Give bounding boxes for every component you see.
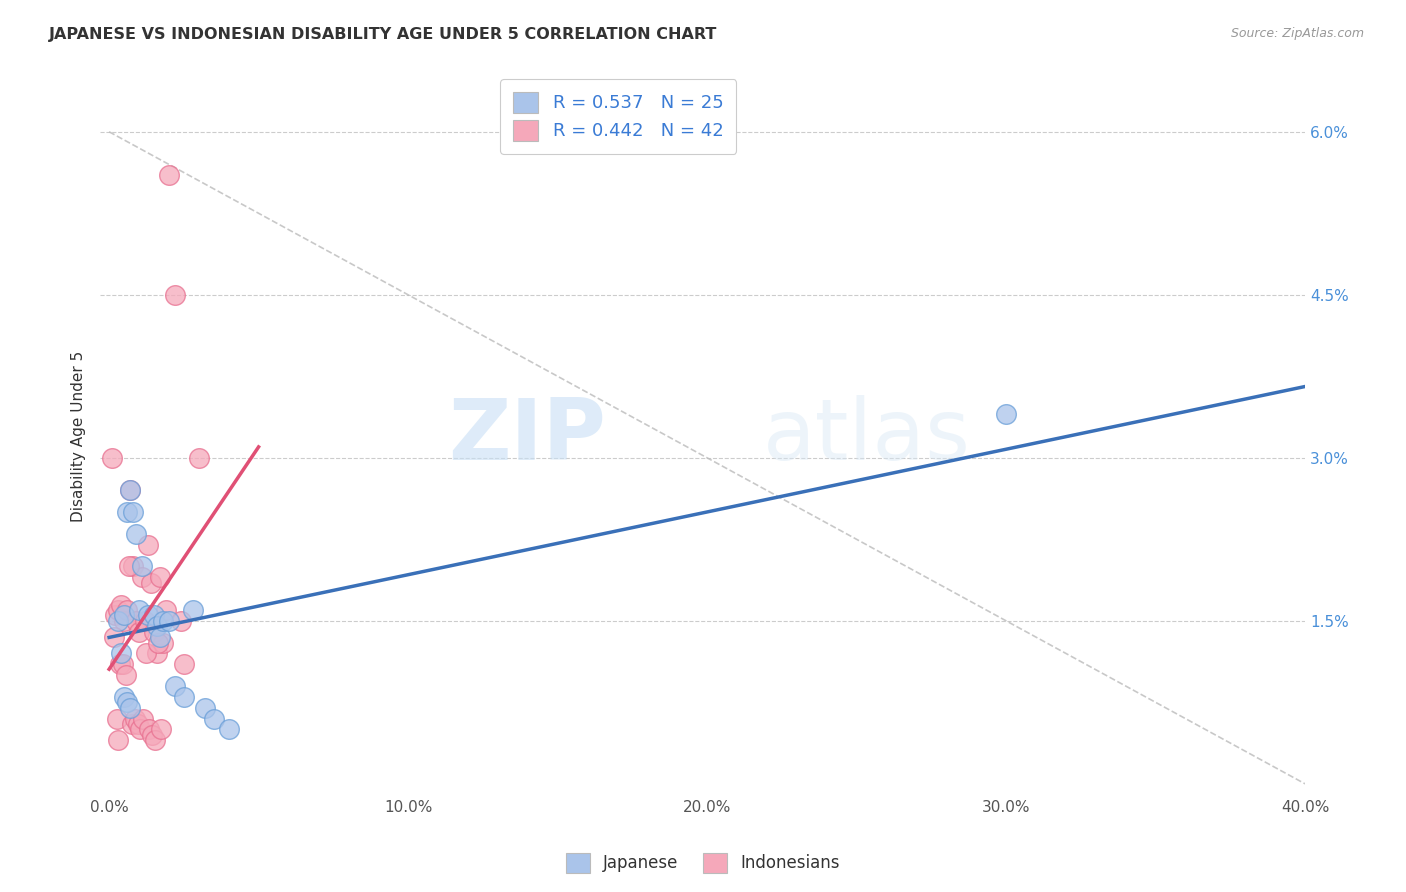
Point [218,723,240,737]
Point [995,408,1018,422]
Point [128,603,150,617]
Point [108,657,131,672]
Point [112,614,135,628]
Point [141,728,163,742]
Point [170,614,193,628]
Point [142,624,165,639]
Point [117,559,139,574]
Point [136,538,159,552]
Legend: Japanese, Indonesians: Japanese, Indonesians [560,847,846,880]
Point [129,723,152,737]
Point [152,614,174,628]
Legend: R = 0.537   N = 25, R = 0.442   N = 42: R = 0.537 N = 25, R = 0.442 N = 42 [501,79,737,153]
Point [202,712,225,726]
Point [118,483,141,498]
Point [107,603,129,617]
Point [194,700,217,714]
Point [157,168,180,182]
Point [103,630,125,644]
Point [131,559,153,574]
Point [121,717,143,731]
Point [145,733,167,747]
Point [110,647,132,661]
Point [110,598,132,612]
Point [138,723,160,737]
Point [132,712,155,726]
Point [125,527,148,541]
Point [105,712,128,726]
Point [114,668,136,682]
Point [101,450,124,465]
Point [112,690,135,704]
Point [118,700,141,714]
Point [112,608,135,623]
Point [122,505,145,519]
Point [125,614,148,628]
Point [157,614,180,628]
Point [155,603,177,617]
Point [148,635,170,649]
Point [173,690,195,704]
Point [150,723,173,737]
Point [107,733,129,747]
Point [115,603,138,617]
Text: ZIP: ZIP [449,394,606,477]
Point [181,603,204,617]
Point [107,614,129,628]
Y-axis label: Disability Age Under 5: Disability Age Under 5 [72,351,86,522]
Point [139,575,162,590]
Point [149,630,172,644]
Point [115,505,138,519]
Point [115,695,138,709]
Text: Source: ZipAtlas.com: Source: ZipAtlas.com [1230,27,1364,40]
Point [149,570,172,584]
Point [124,712,146,726]
Text: JAPANESE VS INDONESIAN DISABILITY AGE UNDER 5 CORRELATION CHART: JAPANESE VS INDONESIAN DISABILITY AGE UN… [49,27,717,42]
Point [122,559,145,574]
Point [146,647,169,661]
Point [128,624,150,639]
Point [131,570,153,584]
Point [104,608,127,623]
Point [173,657,195,672]
Point [135,647,157,661]
Point [163,679,186,693]
Point [146,619,169,633]
Point [142,608,165,623]
Point [111,657,134,672]
Point [187,450,209,465]
Point [127,717,149,731]
Point [118,483,141,498]
Point [134,614,156,628]
Point [152,635,174,649]
Point [163,287,186,301]
Point [136,608,159,623]
Text: atlas: atlas [763,394,972,477]
